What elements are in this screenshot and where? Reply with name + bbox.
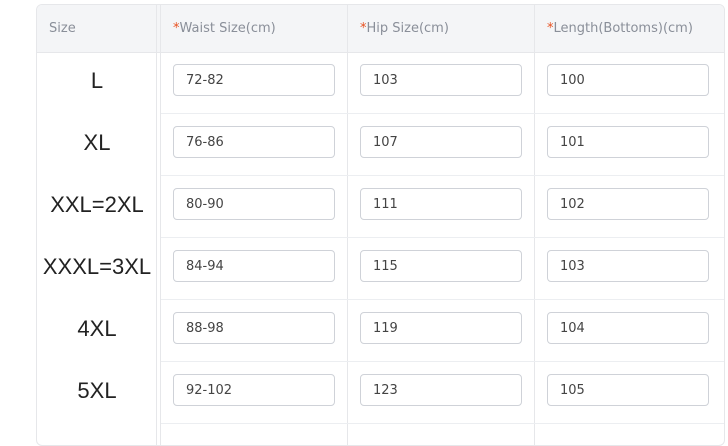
- hip-input[interactable]: [360, 250, 522, 282]
- header-label: Length(Bottoms)(cm): [553, 21, 693, 36]
- waist-input[interactable]: [173, 188, 335, 220]
- row-divider: [161, 361, 724, 362]
- header-size: Size: [49, 21, 76, 36]
- hip-input[interactable]: [360, 374, 522, 406]
- length-input[interactable]: [547, 374, 709, 406]
- size-label: XL: [83, 130, 111, 155]
- waist-input[interactable]: [173, 126, 335, 158]
- waist-input[interactable]: [173, 312, 335, 344]
- column-divider: [347, 5, 348, 445]
- length-input[interactable]: [547, 250, 709, 282]
- table-row: XL: [37, 114, 724, 176]
- header-waist: *Waist Size(cm): [161, 5, 348, 52]
- size-chart-table: Size *Waist Size(cm) *Hip Size(cm) *Leng…: [36, 4, 725, 446]
- table-header: Size *Waist Size(cm) *Hip Size(cm) *Leng…: [37, 5, 724, 53]
- required-mark: *: [547, 21, 554, 36]
- size-label: 5XL: [77, 378, 117, 403]
- table-row: XXXL=3XL: [37, 238, 724, 300]
- waist-input[interactable]: [173, 250, 335, 282]
- size-label: XXL=2XL: [50, 192, 144, 217]
- length-input[interactable]: [547, 188, 709, 220]
- table-row: 4XL: [37, 300, 724, 362]
- size-label: XXXL=3XL: [42, 254, 152, 279]
- length-input[interactable]: [547, 126, 709, 158]
- table-row: XXL=2XL: [37, 176, 724, 238]
- header-label: Hip Size(cm): [366, 21, 449, 36]
- row-divider: [161, 175, 724, 176]
- table-row: L: [37, 52, 724, 114]
- required-mark: *: [173, 21, 180, 36]
- header-hip: *Hip Size(cm): [348, 5, 535, 52]
- header-length: *Length(Bottoms)(cm): [535, 5, 724, 52]
- column-divider: [156, 5, 157, 445]
- header-label: Waist Size(cm): [179, 21, 276, 36]
- row-divider: [161, 423, 724, 424]
- length-input[interactable]: [547, 312, 709, 344]
- column-divider: [534, 5, 535, 445]
- column-divider: [160, 5, 161, 445]
- hip-input[interactable]: [360, 188, 522, 220]
- row-divider: [161, 237, 724, 238]
- size-label: L: [90, 68, 104, 93]
- size-label: 4XL: [77, 316, 117, 341]
- table-row: 5XL: [37, 362, 724, 424]
- hip-input[interactable]: [360, 312, 522, 344]
- required-mark: *: [360, 21, 367, 36]
- length-input[interactable]: [547, 64, 709, 96]
- waist-input[interactable]: [173, 64, 335, 96]
- row-divider: [161, 299, 724, 300]
- waist-input[interactable]: [173, 374, 335, 406]
- row-divider: [161, 113, 724, 114]
- hip-input[interactable]: [360, 126, 522, 158]
- hip-input[interactable]: [360, 64, 522, 96]
